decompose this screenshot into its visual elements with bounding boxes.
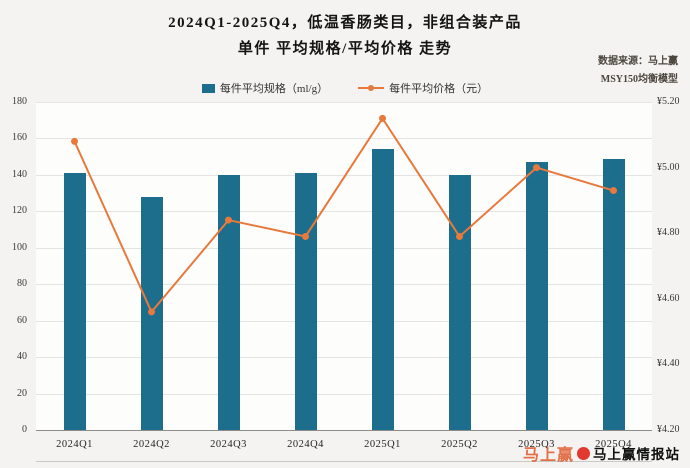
bar [217,174,240,430]
x-tick-label: 2025Q3 [518,439,555,450]
right-tick-label: ¥4.40 [657,358,680,370]
right-tick-label: ¥5.00 [657,161,680,173]
gridline [36,138,652,140]
left-tick-label: 80 [17,278,27,290]
left-axis-labels: 0 20 40 60 80 100 120 140 160 180 [0,96,32,435]
left-tick-label: 120 [12,205,27,217]
watermark-logo: 马上赢 [522,447,574,464]
data-source: 数据来源：马上赢 MSY150均衡模型 [598,53,678,89]
watermark-dot-icon [577,446,590,460]
left-tick-label: 160 [12,132,27,144]
gridline [36,174,652,176]
left-tick-label: 20 [17,387,27,399]
line-point [225,216,232,224]
legend: 每件平均规格（ml/g） 每件平均价格（元） [0,80,690,96]
legend-label-spec: 每件平均规格（ml/g） [219,83,329,95]
gridline [36,393,652,395]
price-line [73,116,614,314]
x-axis-line [36,430,652,431]
gridline [36,102,652,103]
legend-label-price: 每件平均价格（元） [389,83,489,95]
x-tick-label: 2024Q1 [56,439,93,450]
left-tick-label: 40 [17,351,27,363]
gridline [36,320,652,322]
left-tick-label: 140 [12,168,27,180]
watermark-name: 马上赢情报站 [593,447,680,462]
line-point [148,308,155,316]
bar [602,158,625,430]
line-layer [71,114,617,316]
bar [371,149,394,430]
legend-item-spec: 每件平均规格（ml/g） [201,80,329,96]
bar [448,174,471,430]
gridline [36,211,652,213]
x-tick-label: 2024Q2 [133,439,170,450]
line-point [71,137,78,145]
chart-title-line1: 2024Q1-2025Q4，低温香肠类目，非组合装产品 [168,15,522,31]
right-tick-label: ¥4.20 [657,424,680,435]
gridline [36,357,652,359]
line-point [379,114,386,122]
right-tick-label: ¥4.60 [657,292,680,304]
watermark: 马上赢 马上赢情报站 [523,441,680,465]
left-tick-label: 180 [12,96,27,107]
chart-title-line2: 单件 平均规格/平均价格 走势 [237,41,453,57]
right-tick-label: ¥4.80 [657,227,680,239]
legend-item-price: 每件平均价格（元） [358,80,488,96]
x-tick-label: 2025Q1 [364,439,401,450]
right-axis-labels: ¥4.20 ¥4.40 ¥4.60 ¥4.80 ¥5.00 ¥5.20 [654,96,690,435]
bar [294,173,317,430]
line-point [302,232,309,240]
left-tick-label: 100 [12,241,27,253]
plot-area [36,102,652,431]
data-source-line2: MSY150均衡模型 [600,74,678,85]
left-tick-label: 0 [22,424,27,435]
line-point [533,164,540,172]
data-source-line1: 数据来源：马上赢 [598,56,678,67]
x-tick-label: 2025Q4 [595,439,632,450]
x-axis-labels: 2024Q1 2024Q2 2024Q3 2024Q4 2025Q1 2025Q2 2025… [36,430,652,462]
legend-bar-swatch-icon [201,83,215,93]
line-point [456,232,463,240]
x-tick-label: 2025Q2 [441,439,478,450]
x-tick-label: 2024Q3 [210,439,247,450]
gridline [36,284,652,286]
bar [525,162,548,430]
legend-line-swatch-icon [358,85,385,91]
left-tick-label: 60 [17,314,27,326]
bar [63,173,86,430]
gridline [36,247,652,249]
x-tick-label: 2024Q4 [287,439,324,450]
line-point [610,187,617,195]
right-tick-label: ¥5.20 [657,96,680,107]
